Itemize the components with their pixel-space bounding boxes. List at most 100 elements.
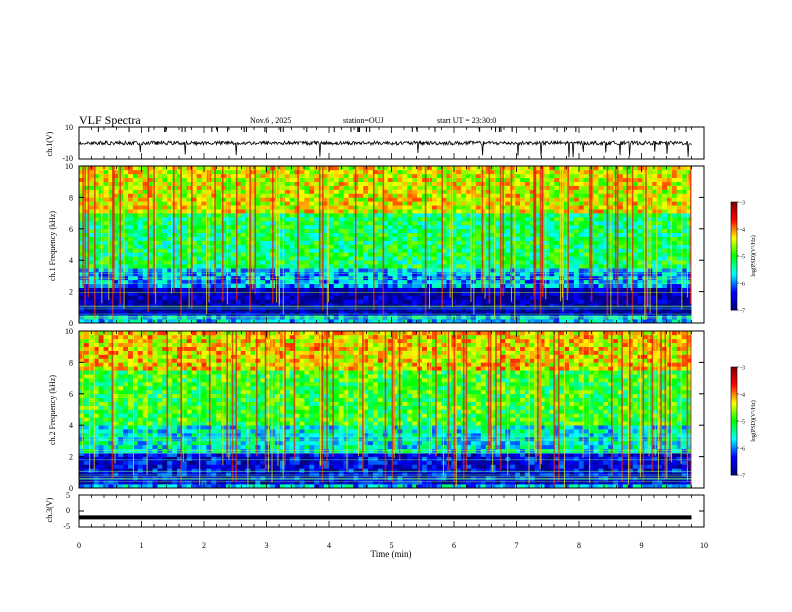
spectrogram-cell — [637, 189, 643, 194]
spectrogram-cell — [304, 169, 310, 175]
spectrogram-cell — [559, 303, 565, 308]
spectrogram-cell — [578, 166, 584, 171]
spectrogram-cell — [475, 279, 482, 285]
spectrogram-cell — [603, 205, 609, 210]
spectrogram-cell — [324, 256, 330, 261]
spectrogram-cell — [554, 205, 560, 210]
spectrogram-cell — [289, 224, 295, 230]
spectrogram-cell — [549, 291, 555, 296]
spectrogram-cell — [407, 287, 413, 292]
spectrogram-cell — [177, 213, 183, 218]
spectrogram-cell — [382, 279, 388, 285]
spectrogram-cell — [417, 248, 423, 253]
spectrogram-cell — [402, 311, 408, 316]
spectrogram-cell — [157, 166, 163, 171]
spectrogram-cell — [221, 283, 227, 288]
spectrogram-cell — [402, 201, 408, 206]
spectrogram-cell — [461, 291, 467, 296]
spectrogram-cell — [363, 193, 369, 198]
spectrogram-cell — [662, 236, 668, 241]
spectrogram-cell — [108, 189, 114, 194]
spectrogram-cell — [191, 205, 197, 210]
spectrogram-cell — [348, 220, 354, 226]
spectrogram-cell — [132, 315, 139, 320]
spectrogram-cell — [510, 311, 516, 316]
spectrogram-cell — [412, 236, 418, 241]
spectrogram-cell — [128, 220, 134, 226]
spectrogram-cell — [441, 189, 447, 194]
spectrogram-cell — [142, 189, 148, 194]
spectrogram-cell — [103, 268, 109, 273]
spectrogram-cell — [167, 264, 173, 269]
spectrogram-cell — [505, 217, 511, 222]
spectrogram-cell — [637, 181, 643, 186]
spectrogram-cell — [226, 205, 232, 210]
spectrogram-cell — [123, 303, 129, 308]
spectrogram-cell — [79, 224, 85, 230]
spectrogram-cell — [230, 166, 237, 171]
spectrogram-cell — [265, 252, 271, 257]
spectrogram-cell — [226, 213, 232, 218]
spectrogram-cell — [461, 271, 467, 277]
spectrogram-cell — [83, 193, 90, 198]
spectrogram-cell — [495, 271, 501, 277]
spectrogram-cell — [392, 193, 398, 198]
spectrogram-cell — [382, 205, 388, 210]
spectrogram-cell — [637, 240, 643, 245]
spectrogram-cell — [618, 248, 624, 253]
spectrogram-cell — [299, 181, 305, 186]
spectrogram-cell — [554, 260, 560, 265]
spectrogram-cell — [314, 248, 320, 253]
spectrogram-cell — [436, 268, 442, 273]
spectrogram-cell — [363, 268, 369, 273]
spectrogram-cell — [319, 217, 325, 222]
spectrogram-cell — [495, 291, 501, 296]
spectrogram-cell — [466, 173, 472, 179]
spectrogram-cell — [284, 248, 290, 253]
spectrogram-cell — [436, 201, 442, 206]
spectrogram-cell — [539, 295, 545, 300]
spectrogram-cell — [475, 295, 482, 300]
spectrogram-cell — [573, 260, 580, 265]
spectrogram-cell — [235, 185, 241, 190]
spectrogram-cell — [93, 236, 99, 241]
spectrogram-cell — [461, 177, 467, 182]
spectrogram-cell — [412, 252, 418, 257]
spectrogram-cell — [216, 287, 222, 292]
spectrogram-cell — [294, 295, 300, 300]
spectrogram-cell — [402, 252, 408, 257]
spectrogram-cell — [412, 224, 418, 230]
spectrogram-cell — [196, 201, 202, 206]
spectrogram-cell — [79, 189, 85, 194]
spectrogram-cell — [554, 209, 560, 214]
spectrogram-cell — [436, 319, 442, 324]
spectrogram-cell — [284, 303, 290, 308]
spectrogram-cell — [534, 220, 540, 226]
spectrogram-cell — [358, 232, 364, 237]
spectrogram-cell — [662, 299, 668, 304]
spectrogram-cell — [226, 193, 232, 198]
spectrogram-cell — [603, 181, 609, 186]
spectrogram-cell — [598, 228, 604, 234]
spectrogram-cell — [515, 201, 521, 206]
spectrogram-cell — [128, 193, 134, 198]
spectrogram-cell — [216, 169, 222, 175]
spectrogram-cell — [162, 197, 168, 202]
spectrogram-cell — [368, 311, 374, 316]
spectrogram-cell — [377, 217, 384, 222]
spectrogram-cell — [289, 232, 295, 237]
spectrogram-cell — [172, 189, 178, 194]
spectrogram-cell — [402, 209, 408, 214]
spectrogram-cell — [559, 232, 565, 237]
spectrogram-cell — [309, 240, 315, 245]
spectrogram-cell — [598, 287, 604, 292]
spectrogram-cell — [196, 185, 202, 190]
spectrogram-cell — [216, 224, 222, 230]
spectrogram-cell — [554, 283, 560, 288]
spectrogram-cell — [348, 248, 354, 253]
spectrogram-cell — [338, 279, 344, 285]
spectrogram-cell — [343, 240, 349, 245]
spectrogram-cell — [505, 209, 511, 214]
spectrogram-cell — [343, 256, 349, 261]
spectrogram-cell — [387, 193, 393, 198]
